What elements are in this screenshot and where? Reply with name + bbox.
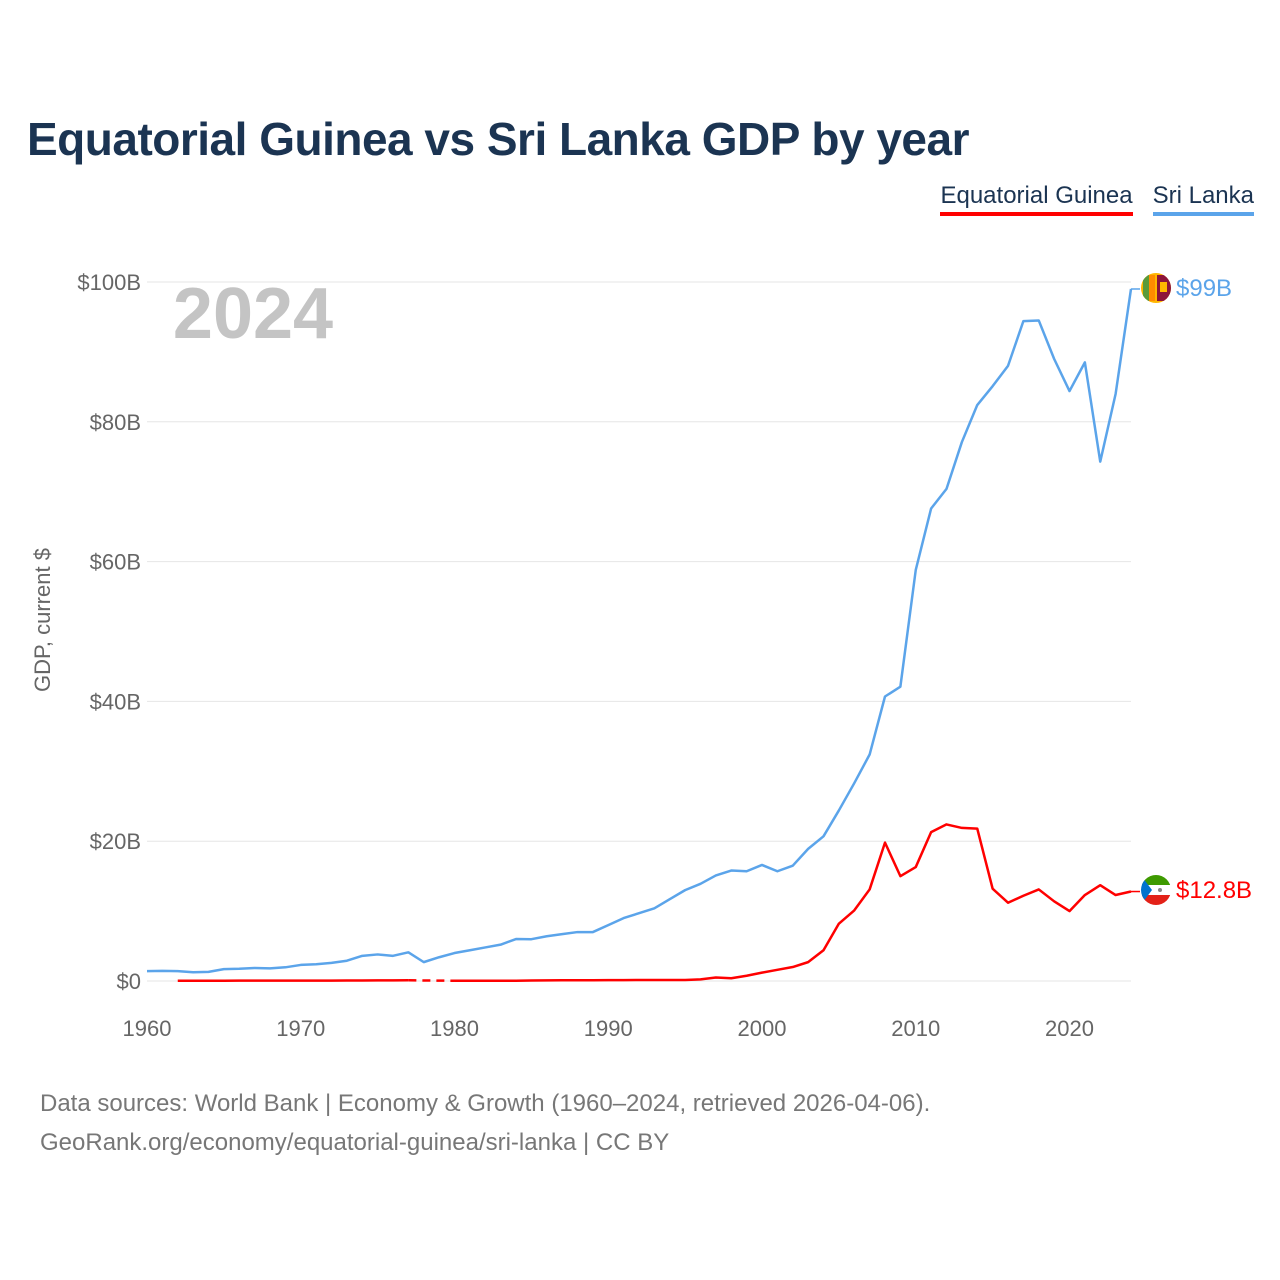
y-tick-label: $20B (90, 829, 141, 854)
x-tick-label: 1980 (430, 1016, 479, 1041)
legend-equatorial-guinea[interactable]: Equatorial Guinea (940, 182, 1133, 216)
end-label-sri-lanka: $99B (1176, 275, 1232, 302)
chart-title: Equatorial Guinea vs Sri Lanka GDP by ye… (27, 113, 969, 165)
series-line-equatorial-guinea (454, 823, 1132, 983)
x-tick-label: 1970 (276, 1016, 325, 1041)
y-tick-label: $60B (90, 550, 141, 575)
y-tick-label: $40B (90, 689, 141, 714)
data-source-note: Data sources: World Bank | Economy & Gro… (40, 1090, 931, 1117)
y-tick-label: $80B (90, 410, 141, 435)
flag-equatorial-guinea-icon (1141, 875, 1171, 905)
x-tick-label: 2020 (1045, 1016, 1094, 1041)
source-link[interactable]: GeoRank.org/economy/equatorial-guinea/sr… (40, 1129, 670, 1156)
y-axis-label: GDP, current $ (30, 548, 55, 692)
flag-sri-lanka-icon (1141, 273, 1171, 303)
legend-sri-lanka[interactable]: Sri Lanka (1152, 182, 1254, 216)
x-tick-label: 1990 (584, 1016, 633, 1041)
x-tick-label: 2000 (738, 1016, 787, 1041)
x-tick-label: 2010 (891, 1016, 940, 1041)
year-watermark: 2024 (173, 274, 333, 354)
y-tick-label: $0 (117, 969, 141, 994)
y-tick-label: $100B (77, 270, 141, 295)
footer: Data sources: World Bank | Economy & Gro… (40, 1084, 930, 1162)
x-tick-label: 1960 (123, 1016, 172, 1041)
end-label-equatorial-guinea: $12.8B (1176, 877, 1252, 904)
legend: Equatorial Guinea Sri Lanka (940, 182, 1254, 216)
series-line-sri-lanka (146, 288, 1133, 974)
